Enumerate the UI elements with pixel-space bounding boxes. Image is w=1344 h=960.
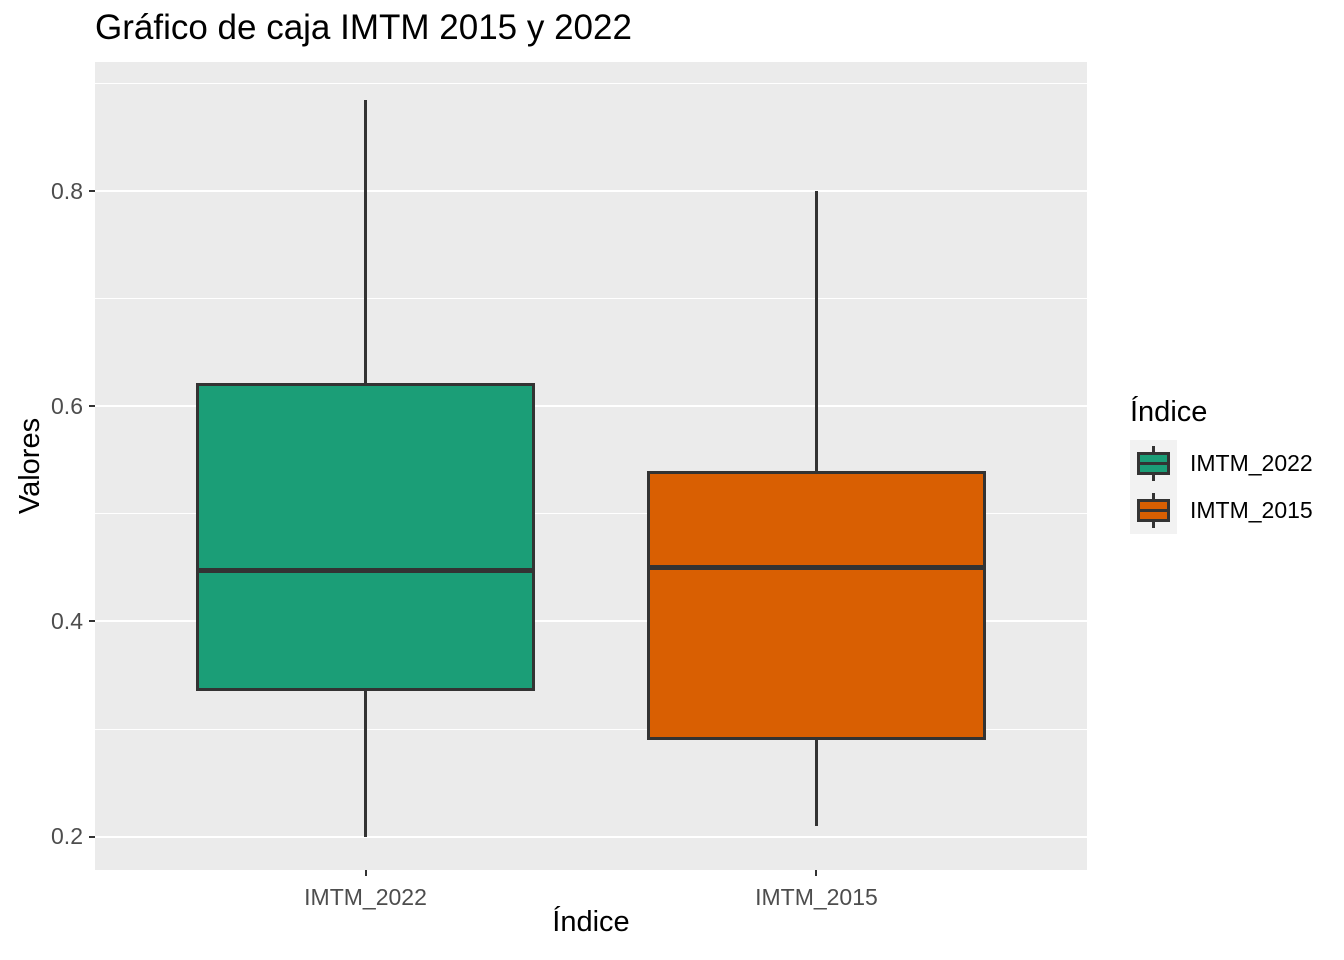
upper-whisker [364, 99, 368, 383]
gridline-minor [95, 728, 1087, 730]
legend-entry: IMTM_2015 [1130, 487, 1313, 534]
legend-median-icon [1138, 462, 1169, 465]
x-tick-mark [364, 870, 367, 876]
legend-entry: IMTM_2022 [1130, 440, 1313, 487]
legend: Índice IMTM_2022 IMTM_2015 [1130, 396, 1313, 534]
legend-median-icon [1138, 509, 1169, 512]
gridline-major [95, 835, 1087, 838]
gridline-major [95, 620, 1087, 623]
y-axis-title: Valores [14, 417, 46, 515]
box-IMTM_2015 [647, 470, 986, 740]
y-tick-mark [89, 405, 95, 408]
y-tick-label: 0.2 [51, 823, 83, 850]
legend-label: IMTM_2022 [1190, 450, 1313, 476]
upper-whisker [814, 191, 818, 471]
y-tick-label: 0.4 [51, 607, 83, 634]
median-line [650, 565, 983, 571]
y-tick-mark [89, 620, 95, 623]
gridline-minor [95, 83, 1087, 85]
gridline-major [95, 405, 1087, 408]
y-tick-mark [89, 190, 95, 193]
median-line [199, 568, 532, 574]
legend-entries: IMTM_2022 IMTM_2015 [1130, 440, 1313, 534]
y-tick-label: 0.6 [51, 392, 83, 419]
plot-panel [95, 62, 1087, 870]
x-axis-title: Índice [552, 906, 630, 938]
y-tick-label: 0.8 [51, 177, 83, 204]
legend-title: Índice [1130, 396, 1208, 428]
legend-key [1130, 440, 1177, 487]
lower-whisker [814, 739, 818, 826]
lower-whisker [364, 691, 368, 837]
y-tick-mark [89, 835, 95, 838]
gridline-major [95, 190, 1087, 193]
chart-title: Gráfico de caja IMTM 2015 y 2022 [95, 8, 632, 47]
x-tick-label: IMTM_2015 [755, 884, 878, 910]
x-tick-mark [815, 870, 818, 876]
x-tick-label: IMTM_2022 [304, 884, 427, 910]
box-IMTM_2022 [196, 382, 535, 692]
gridline-minor [95, 513, 1087, 515]
legend-label: IMTM_2015 [1190, 497, 1313, 523]
legend-key [1130, 487, 1177, 534]
gridline-minor [95, 298, 1087, 300]
